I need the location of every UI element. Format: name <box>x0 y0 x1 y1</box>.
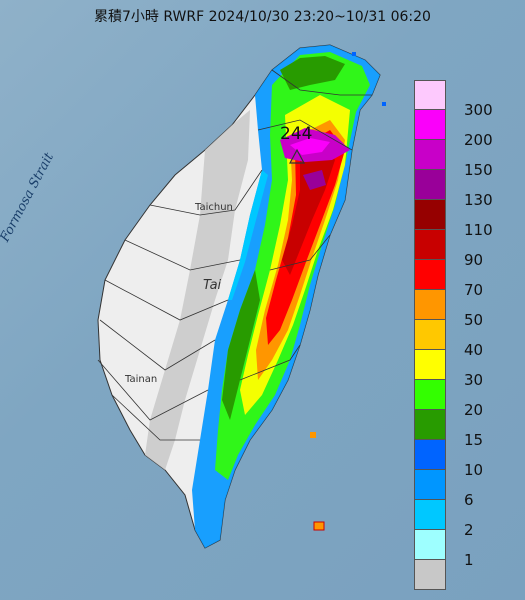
legend-label: 200 <box>464 131 493 149</box>
rain-band-darkgreen-north <box>280 56 345 90</box>
legend-swatch <box>414 80 446 110</box>
legend-swatch <box>414 290 446 320</box>
pengjia-island <box>352 52 356 56</box>
place-label-tai: Tai <box>203 278 222 293</box>
legend-label: 300 <box>464 101 493 119</box>
legend-swatch <box>414 500 446 530</box>
place-label-tainan: Tainan <box>125 374 158 385</box>
legend-swatch <box>414 380 446 410</box>
rainfall-legend <box>414 80 446 590</box>
legend-swatch <box>414 470 446 500</box>
legend-label: 40 <box>464 341 484 359</box>
legend-swatch <box>414 320 446 350</box>
green-island <box>310 432 316 438</box>
legend-swatch <box>414 140 446 170</box>
max-rainfall-value: 244 <box>280 124 313 144</box>
place-label-taichung: Taichun <box>195 202 233 213</box>
max-rainfall-marker <box>288 148 306 164</box>
legend-label: 130 <box>464 191 493 209</box>
legend-swatch <box>414 230 446 260</box>
legend-label: 2 <box>464 521 474 539</box>
legend-label: 150 <box>464 161 493 179</box>
map-title: 累積7小時 RWRF 2024/10/30 23:20~10/31 06:20 <box>94 9 431 25</box>
legend-swatch <box>414 410 446 440</box>
guishan-island <box>382 102 386 106</box>
legend-swatch <box>414 440 446 470</box>
legend-label: 20 <box>464 401 484 419</box>
orchid-island <box>313 521 325 531</box>
legend-label: 70 <box>464 281 484 299</box>
legend-swatch <box>414 530 446 560</box>
legend-label: 10 <box>464 461 484 479</box>
rain-band-darkgreen <box>222 270 260 420</box>
legend-swatch <box>414 560 446 590</box>
legend-label: 30 <box>464 371 484 389</box>
rain-band-cyan <box>228 170 268 300</box>
light-rain-area <box>145 110 250 470</box>
legend-label: 110 <box>464 221 493 239</box>
legend-swatch <box>414 170 446 200</box>
legend-swatch <box>414 350 446 380</box>
legend-swatch <box>414 200 446 230</box>
rain-band-magenta <box>290 138 330 155</box>
legend-label: 50 <box>464 311 484 329</box>
rain-band-purple-south <box>303 170 326 190</box>
legend-label: 90 <box>464 251 484 269</box>
legend-label: 6 <box>464 491 474 509</box>
legend-swatch <box>414 110 446 140</box>
legend-label: 15 <box>464 431 484 449</box>
legend-label: 1 <box>464 551 474 569</box>
county-boundaries <box>97 69 372 441</box>
legend-swatch <box>414 260 446 290</box>
